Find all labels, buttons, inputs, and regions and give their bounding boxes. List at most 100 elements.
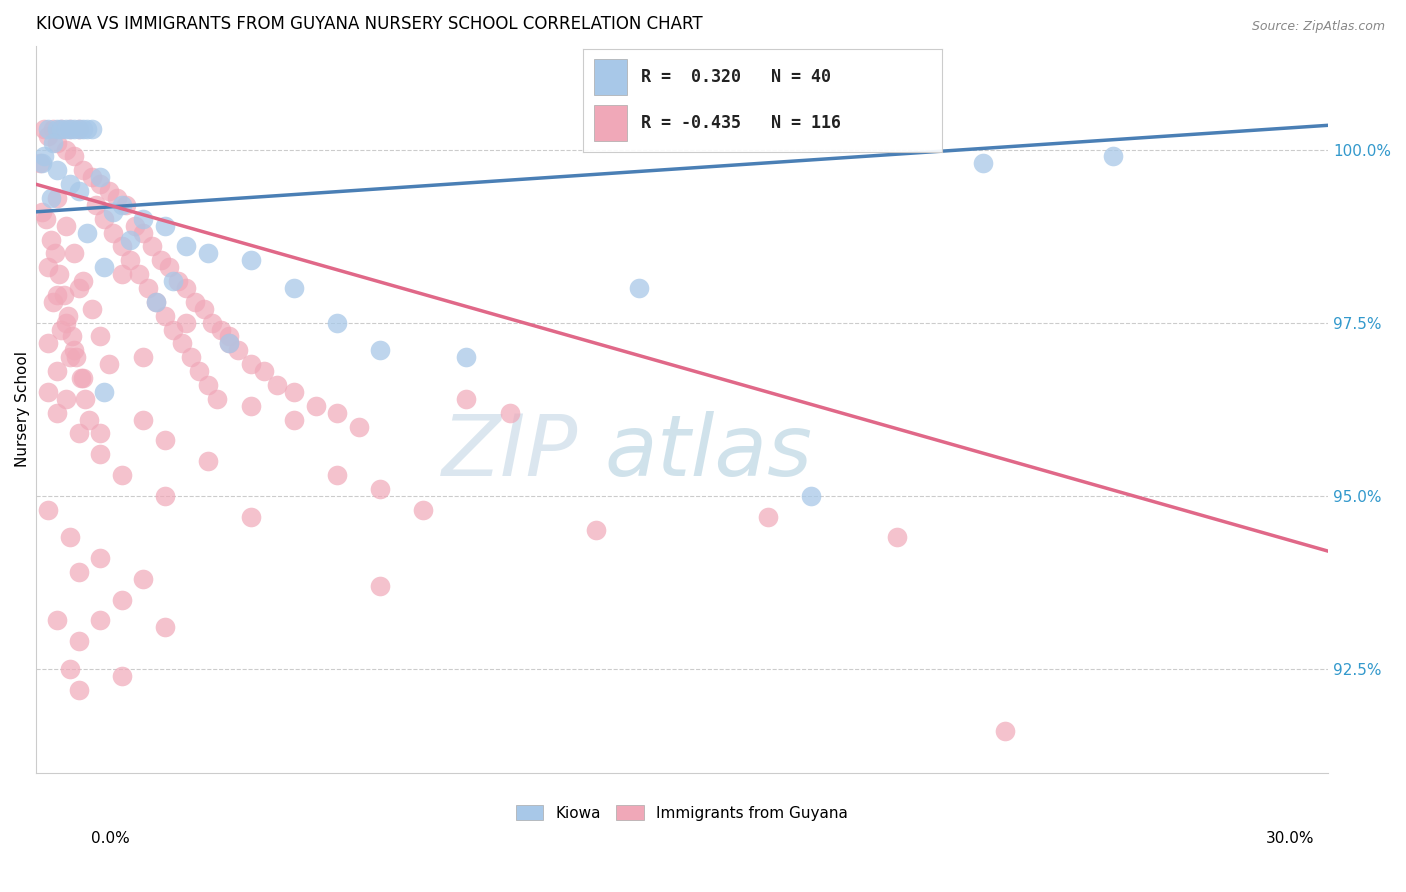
Point	[180, 351, 202, 365]
Point	[188, 364, 211, 378]
Text: KIOWA VS IMMIGRANTS FROM GUYANA NURSERY SCHOOL CORRELATION CHART: KIOWA VS IMMIGRANTS FROM GUYANA NURSERY …	[35, 15, 702, 33]
Point	[69, 371, 91, 385]
Point	[76, 226, 98, 240]
Point	[145, 294, 167, 309]
Point	[193, 301, 215, 316]
Y-axis label: Nursery School: Nursery School	[15, 351, 30, 467]
Point	[46, 136, 69, 150]
Point	[368, 579, 391, 593]
Point	[176, 239, 198, 253]
Point	[51, 121, 73, 136]
Point	[28, 156, 51, 170]
Point	[166, 274, 188, 288]
Point	[111, 198, 134, 212]
Point	[37, 128, 59, 143]
Point	[63, 149, 86, 163]
Point	[153, 620, 176, 634]
Point	[84, 198, 107, 212]
Point	[218, 329, 240, 343]
Point	[67, 281, 90, 295]
Point	[44, 246, 66, 260]
Point	[93, 211, 115, 226]
Point	[37, 121, 59, 136]
Point	[145, 294, 167, 309]
Point	[46, 406, 69, 420]
Point	[59, 530, 82, 544]
Point	[59, 121, 82, 136]
Point	[76, 121, 98, 136]
Point	[240, 253, 263, 268]
Point	[368, 343, 391, 358]
Point	[347, 419, 370, 434]
Point	[176, 281, 198, 295]
Point	[48, 267, 70, 281]
Point	[111, 592, 134, 607]
Point	[89, 551, 111, 566]
Point	[412, 502, 434, 516]
Point	[132, 412, 155, 426]
Point	[283, 384, 305, 399]
Legend: Kiowa, Immigrants from Guyana: Kiowa, Immigrants from Guyana	[510, 798, 853, 827]
Point	[55, 143, 77, 157]
Point	[72, 121, 94, 136]
Point	[67, 426, 90, 441]
Point	[120, 253, 142, 268]
Point	[197, 378, 219, 392]
Point	[31, 205, 53, 219]
Point	[67, 565, 90, 579]
Point	[60, 329, 83, 343]
Point	[89, 447, 111, 461]
Point	[201, 316, 224, 330]
Point	[46, 614, 69, 628]
Point	[37, 384, 59, 399]
Point	[55, 316, 77, 330]
Point	[37, 260, 59, 275]
Text: R = -0.435   N = 116: R = -0.435 N = 116	[641, 114, 841, 132]
Point	[72, 371, 94, 385]
Point	[63, 246, 86, 260]
Point	[37, 502, 59, 516]
Point	[326, 467, 349, 482]
Point	[162, 274, 184, 288]
Point	[42, 121, 65, 136]
Point	[42, 136, 65, 150]
Point	[800, 489, 823, 503]
Point	[456, 351, 478, 365]
Point	[994, 724, 1017, 739]
Point	[111, 239, 134, 253]
Point	[46, 364, 69, 378]
Point	[67, 121, 90, 136]
Point	[149, 253, 172, 268]
Point	[89, 177, 111, 191]
Point	[226, 343, 249, 358]
Text: R =  0.320   N = 40: R = 0.320 N = 40	[641, 68, 831, 86]
Point	[59, 121, 82, 136]
Point	[197, 246, 219, 260]
Point	[39, 233, 62, 247]
Point	[46, 121, 69, 136]
Point	[55, 121, 77, 136]
Point	[115, 198, 138, 212]
Point	[80, 121, 103, 136]
Point	[59, 351, 82, 365]
Point	[170, 336, 193, 351]
Point	[153, 219, 176, 233]
Point	[972, 156, 994, 170]
Point	[111, 267, 134, 281]
Point	[56, 309, 79, 323]
Point	[368, 482, 391, 496]
Point	[205, 392, 228, 406]
Point	[184, 294, 207, 309]
Point	[39, 191, 62, 205]
Point	[63, 343, 86, 358]
Point	[35, 211, 58, 226]
Point	[89, 329, 111, 343]
Point	[266, 378, 288, 392]
Point	[89, 170, 111, 185]
Text: 0.0%: 0.0%	[91, 831, 131, 847]
Point	[128, 267, 150, 281]
Point	[89, 614, 111, 628]
Point	[80, 301, 103, 316]
Point	[240, 399, 263, 413]
Point	[209, 322, 232, 336]
